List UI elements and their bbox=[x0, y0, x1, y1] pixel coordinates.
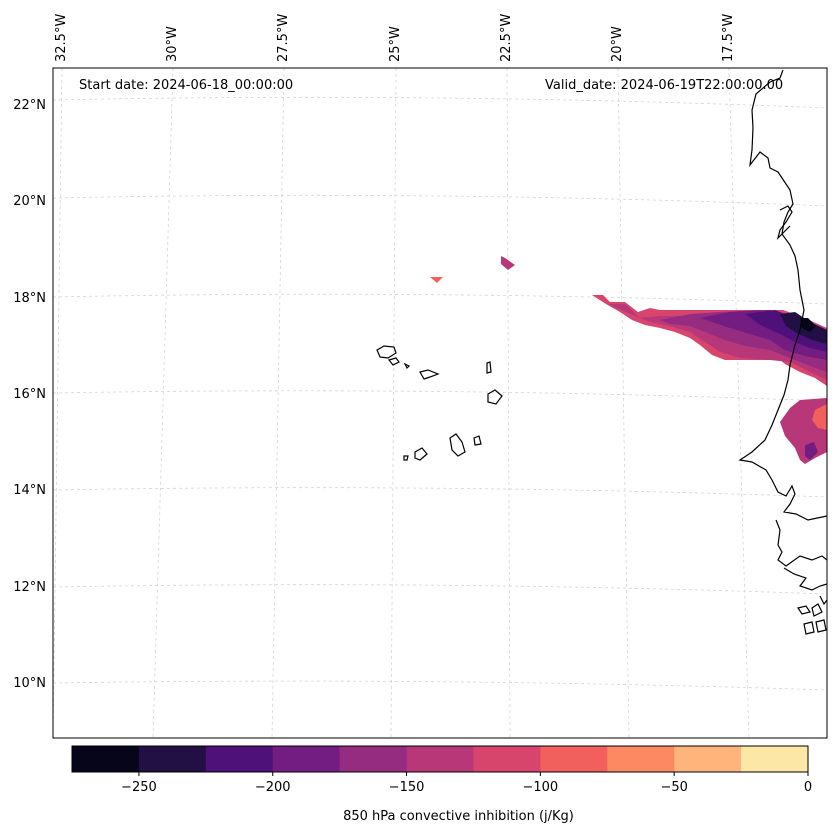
lat-label-14n: 14°N bbox=[13, 483, 46, 498]
island-boa-vista bbox=[487, 389, 503, 405]
cin-blob-small-west bbox=[430, 277, 443, 283]
island-sao-nicolau bbox=[419, 369, 440, 380]
colorbar bbox=[71, 745, 809, 776]
lat-label-10n: 10°N bbox=[13, 676, 46, 691]
meridian-32-5w bbox=[52, 67, 63, 739]
lon-label-30w: 30°W bbox=[165, 26, 180, 62]
parallel-12n bbox=[52, 584, 828, 595]
colorbar-frame bbox=[71, 745, 809, 773]
colorbar-segment bbox=[540, 746, 608, 772]
parallel-10n bbox=[52, 680, 828, 691]
parallel-14n bbox=[52, 487, 828, 498]
colorbar-segment bbox=[406, 746, 474, 772]
colorbar-segments bbox=[72, 746, 809, 772]
colorbar-segment bbox=[138, 746, 207, 772]
colorbar-tick-label: −250 bbox=[121, 780, 157, 795]
parallel-22n bbox=[52, 96, 828, 109]
colorbar-segment bbox=[674, 746, 742, 772]
valid-date-label: Valid_date: 2024-06-19T22:00:00.00 bbox=[545, 78, 784, 93]
colorbar-segment bbox=[205, 746, 274, 772]
cin-blob-south-core bbox=[805, 442, 818, 460]
colorbar-tick-label: 0 bbox=[803, 780, 813, 795]
coast-bijagos-4 bbox=[815, 619, 827, 633]
meridian-27-5w bbox=[271, 67, 285, 739]
colorbar-segment bbox=[72, 746, 140, 772]
lat-label-16n: 16°N bbox=[13, 387, 46, 402]
colorbar-tick-label: −50 bbox=[660, 780, 688, 795]
colorbar-tick-label: −200 bbox=[254, 780, 291, 795]
cin-contours bbox=[430, 256, 827, 464]
lon-label-17-5w: 17.5°W bbox=[721, 13, 736, 62]
lat-label-22n: 22°N bbox=[13, 98, 46, 113]
meridian-25w bbox=[390, 67, 397, 739]
parallel-18n bbox=[52, 293, 828, 305]
cape-verde-islands bbox=[376, 345, 503, 461]
lon-label-32-5w: 32.5°W bbox=[54, 13, 69, 62]
colorbar-label: 850 hPa convective inhibition (j/Kg) bbox=[343, 809, 574, 824]
africa-coastline bbox=[738, 69, 828, 635]
coast-guinea-bissau bbox=[783, 567, 828, 591]
island-sal bbox=[486, 361, 492, 374]
lon-label-27-5w: 27.5°W bbox=[276, 13, 291, 62]
island-santiago bbox=[449, 433, 466, 457]
meridian-22-5w bbox=[506, 67, 511, 739]
start-date-label: Start date: 2024-06-18_00:00:00 bbox=[79, 78, 294, 93]
colorbar-segment bbox=[741, 746, 809, 772]
island-maio bbox=[473, 435, 482, 446]
colorbar-tick-label: −150 bbox=[388, 780, 425, 795]
lat-label-20n: 20°N bbox=[13, 194, 46, 209]
cin-band-deep bbox=[745, 310, 827, 352]
parallel-20n bbox=[52, 194, 828, 207]
coast-dakhla-inlet bbox=[776, 205, 793, 240]
meridian-17-5w bbox=[728, 67, 750, 739]
colorbar-segment bbox=[272, 746, 341, 772]
island-santa-luzia bbox=[403, 362, 411, 370]
colorbar-segment bbox=[473, 746, 541, 772]
colorbar-ticks bbox=[138, 772, 809, 776]
lon-label-25w: 25°W bbox=[388, 26, 403, 62]
coast-mauritania-senegal bbox=[738, 69, 828, 521]
lon-label-20w: 20°W bbox=[610, 26, 625, 62]
colorbar-segment bbox=[339, 746, 408, 772]
meridian-30w bbox=[152, 67, 174, 739]
coast-guinea bbox=[819, 595, 828, 606]
island-santo-antao bbox=[376, 345, 397, 359]
island-brava bbox=[403, 455, 409, 461]
cin-band-black bbox=[800, 318, 816, 332]
parallel-16n bbox=[52, 390, 828, 402]
cin-blob-small-north bbox=[501, 256, 515, 270]
lat-label-12n: 12°N bbox=[13, 580, 46, 595]
colorbar-tick-label: −100 bbox=[522, 780, 559, 795]
lon-label-22-5w: 22.5°W bbox=[499, 13, 514, 62]
map-frame bbox=[52, 67, 828, 739]
meridian-20w bbox=[617, 67, 630, 739]
coast-gambia bbox=[775, 519, 828, 567]
graticule bbox=[52, 67, 828, 739]
coast-bijagos-3 bbox=[803, 621, 815, 635]
island-fogo bbox=[414, 447, 428, 461]
island-sao-vicente bbox=[387, 357, 400, 366]
coast-bijagos-2 bbox=[811, 603, 823, 617]
cin-blob-south-inner bbox=[812, 404, 827, 430]
coast-bijagos-1 bbox=[797, 605, 811, 615]
colorbar-segment bbox=[607, 746, 675, 772]
lat-label-18n: 18°N bbox=[13, 291, 46, 306]
